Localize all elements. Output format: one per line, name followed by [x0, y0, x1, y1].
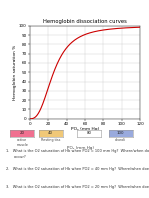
- X-axis label: PO₂ (mm Hg): PO₂ (mm Hg): [71, 127, 99, 131]
- Text: PO₂ (mm Hg): PO₂ (mm Hg): [67, 146, 94, 149]
- Text: PDF: PDF: [6, 10, 27, 20]
- Text: 20: 20: [20, 131, 25, 135]
- Text: 1.   What is the O2 saturation of Hb when PO2 = 100 mm Hg?  Where/when does this: 1. What is the O2 saturation of Hb when …: [6, 149, 149, 159]
- Text: 40: 40: [48, 131, 53, 135]
- Y-axis label: Hemoglobin saturation %: Hemoglobin saturation %: [13, 45, 17, 100]
- Text: Resting tiss: Resting tiss: [41, 138, 60, 142]
- Text: alveoli: alveoli: [115, 138, 126, 142]
- Text: active
muscle: active muscle: [16, 138, 28, 147]
- Text: 3.   What is the O2 saturation of Hb when PO2 = 20 mm Hg?  Where/when does this : 3. What is the O2 saturation of Hb when …: [6, 185, 149, 189]
- Text: 2.   What is the O2 saturation of Hb when PO2 = 40 mm Hg?  Where/when does this : 2. What is the O2 saturation of Hb when …: [6, 167, 149, 171]
- Text: 80: 80: [87, 131, 92, 135]
- Title: Hemoglobin dissociation curves: Hemoglobin dissociation curves: [43, 19, 127, 24]
- Text: 100: 100: [117, 131, 124, 135]
